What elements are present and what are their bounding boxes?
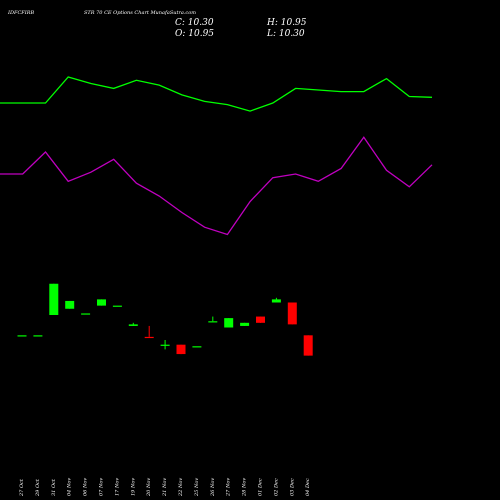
x-tick-label: 25 Nov xyxy=(194,478,200,497)
candle-body xyxy=(240,322,250,326)
candle-body xyxy=(97,299,106,306)
green-indicator-line xyxy=(0,76,433,112)
x-tick-label: 26 Nov xyxy=(210,478,216,497)
candle-body xyxy=(49,283,59,315)
x-tick-label: 01 Dec xyxy=(258,478,264,496)
candle-body xyxy=(144,336,154,339)
x-tick-label: 02 Dec xyxy=(273,478,279,496)
candle-body xyxy=(176,344,186,355)
candle-body xyxy=(65,300,75,309)
x-tick-label: 07 Nov xyxy=(99,478,105,496)
x-tick-label: 06 Nov xyxy=(83,478,89,496)
x-tick-label: 31 Oct xyxy=(51,478,57,496)
candle-body xyxy=(224,318,234,328)
x-tick-label: 27 Oct xyxy=(19,478,25,497)
x-tick-label: 21 Nov xyxy=(162,478,168,497)
x-tick-label: 04 Dec xyxy=(305,478,311,496)
candle-body xyxy=(271,299,281,303)
x-tick-label: 22 Nov xyxy=(178,478,184,497)
candle-body xyxy=(112,305,122,307)
low-value: L: 10.30 xyxy=(266,29,305,39)
chart-subtitle: STR 70 CE Options Chart MunafaSutra.com xyxy=(84,10,196,16)
chart-symbol: IDFCFIRB xyxy=(7,10,34,16)
x-axis-ticks: 27 Oct 29 Oct 31 Oct 04 Nov 06 Nov 07 Nov 17 N… xyxy=(19,478,311,497)
candle-body xyxy=(17,335,27,337)
x-tick-label: 17 Nov xyxy=(114,478,120,496)
x-tick-label: 29 Oct xyxy=(35,478,41,497)
candle-body xyxy=(303,335,313,356)
candle-body xyxy=(81,313,91,315)
close-value: C: 10.30 xyxy=(175,18,214,28)
high-value: H: 10.95 xyxy=(266,18,307,28)
open-value: O: 10.95 xyxy=(175,29,214,39)
candle-body xyxy=(256,316,265,323)
candle-body xyxy=(287,302,297,325)
x-tick-label: 20 Nov xyxy=(146,478,152,497)
x-tick-label: 04 Nov xyxy=(67,478,73,496)
plot-area xyxy=(0,76,433,356)
x-tick-label: 28 Nov xyxy=(242,478,248,497)
x-tick-label: 03 Dec xyxy=(289,478,295,496)
x-tick-label: 19 Nov xyxy=(130,478,136,496)
x-tick-label: 27 Nov xyxy=(226,478,232,497)
candle-body xyxy=(208,321,218,323)
candle-body xyxy=(192,346,202,348)
candle-body xyxy=(33,335,43,337)
candle-body xyxy=(128,324,138,326)
candle-body xyxy=(160,344,170,346)
purple-indicator-line xyxy=(0,136,433,236)
